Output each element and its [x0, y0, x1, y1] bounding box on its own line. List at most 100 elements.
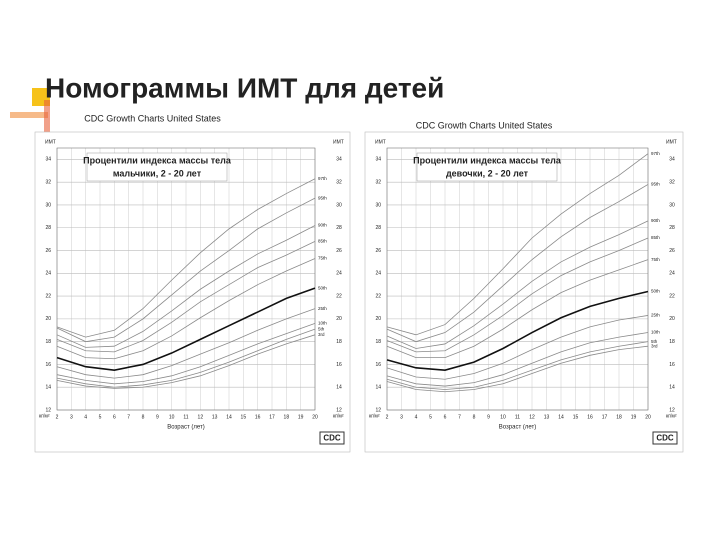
x-tick-label: 6 — [113, 414, 116, 420]
x-tick-label: 3 — [400, 414, 403, 420]
y-tick-label: 30 — [45, 202, 51, 208]
y-tick-label: 30 — [669, 202, 675, 208]
x-tick-label: 16 — [255, 414, 261, 420]
y-axis-unit: кг/м² — [666, 413, 677, 419]
y-tick-label: 18 — [336, 339, 342, 345]
x-tick-label: 5 — [99, 414, 102, 420]
y-axis-unit: кг/м² — [369, 413, 380, 419]
y-tick-label: 14 — [45, 385, 51, 391]
x-axis-label: Возраст (лет) — [499, 425, 537, 431]
logo: CDC — [323, 434, 341, 443]
chart-title: Процентили индекса массы тела — [413, 155, 562, 165]
x-tick-label: 8 — [473, 414, 476, 420]
percentile-line — [386, 259, 649, 358]
percentile-line — [386, 341, 649, 390]
deco-bar — [44, 100, 50, 138]
y-axis-label: ИМТ — [375, 139, 386, 145]
series-label: 90th — [651, 218, 660, 223]
logo: CDC — [656, 434, 674, 443]
series-label: 95th — [651, 182, 660, 187]
x-tick-label: 13 — [544, 414, 550, 420]
x-tick-label: 2 — [56, 414, 59, 420]
percentile-line — [56, 197, 316, 343]
y-tick-label: 24 — [375, 271, 381, 277]
y-tick-label: 34 — [375, 157, 381, 163]
series-label: 75th — [318, 256, 327, 261]
y-tick-label: 14 — [336, 385, 342, 391]
y-tick-label: 22 — [669, 293, 675, 299]
y-tick-label: 24 — [336, 271, 342, 277]
x-tick-label: 9 — [156, 414, 159, 420]
chart-frame — [34, 131, 351, 453]
y-tick-label: 32 — [45, 180, 51, 186]
x-tick-label: 3 — [70, 414, 73, 420]
series-label: 3rd — [318, 332, 325, 337]
x-tick-label: 14 — [226, 414, 232, 420]
deco-bar — [10, 112, 48, 118]
series-label: 3rd — [651, 343, 658, 348]
y-tick-label: 18 — [375, 339, 381, 345]
y-axis-label: ИМТ — [333, 139, 344, 145]
x-tick-label: 16 — [587, 414, 593, 420]
y-tick-label: 34 — [336, 157, 342, 163]
x-tick-label: 19 — [631, 414, 637, 420]
percentile-line — [386, 153, 649, 336]
x-tick-label: 10 — [169, 414, 175, 420]
percentile-line — [56, 308, 316, 379]
x-tick-label: 18 — [616, 414, 622, 420]
x-tick-label: 7 — [458, 414, 461, 420]
y-tick-label: 26 — [669, 248, 675, 254]
x-axis-label: Возраст (лет) — [167, 425, 205, 431]
x-tick-label: 2 — [386, 414, 389, 420]
x-tick-label: 13 — [212, 414, 218, 420]
x-tick-label: 11 — [183, 414, 188, 420]
y-tick-label: 32 — [375, 180, 381, 186]
series-label: 5th — [651, 339, 658, 344]
x-tick-label: 15 — [573, 414, 579, 420]
x-tick-label: 6 — [444, 414, 447, 420]
y-tick-label: 28 — [375, 225, 381, 231]
y-tick-label: 26 — [45, 248, 51, 254]
y-tick-label: 26 — [375, 248, 381, 254]
y-tick-label: 28 — [669, 225, 675, 231]
percentile-line — [56, 178, 316, 338]
y-tick-label: 20 — [375, 316, 381, 322]
chart-header: CDC Growth Charts United States — [84, 113, 221, 123]
percentile-line — [386, 237, 649, 353]
y-tick-label: 20 — [45, 316, 51, 322]
series-label: 85th — [651, 235, 660, 240]
series-label: 97th — [318, 176, 327, 181]
x-tick-label: 17 — [602, 414, 608, 420]
series-label: 90th — [318, 223, 327, 228]
y-tick-label: 18 — [669, 339, 675, 345]
percentile-line — [56, 287, 316, 371]
series-label: 50th — [318, 285, 327, 290]
x-tick-label: 8 — [142, 414, 145, 420]
y-tick-label: 26 — [336, 248, 342, 254]
x-tick-label: 4 — [415, 414, 418, 420]
series-label: 25th — [318, 306, 327, 311]
x-tick-label: 12 — [529, 414, 535, 420]
y-tick-label: 16 — [375, 362, 381, 368]
y-axis-unit: кг/м² — [333, 413, 344, 419]
percentile-line — [56, 323, 316, 385]
y-tick-label: 12 — [45, 407, 51, 413]
y-tick-label: 16 — [669, 362, 675, 368]
x-tick-label: 7 — [127, 414, 130, 420]
y-axis-label: ИМТ — [666, 139, 677, 145]
series-label: 10th — [651, 330, 660, 335]
x-tick-label: 20 — [645, 414, 651, 420]
chart-header: CDC Growth Charts United States — [416, 120, 553, 130]
y-tick-label: 28 — [45, 225, 51, 231]
percentile-line — [386, 290, 649, 371]
percentile-line — [386, 332, 649, 387]
x-tick-label: 11 — [515, 414, 520, 420]
series-label: 75th — [651, 257, 660, 262]
y-tick-label: 16 — [45, 362, 51, 368]
y-tick-label: 34 — [45, 157, 51, 163]
x-tick-label: 18 — [284, 414, 290, 420]
y-axis-label: ИМТ — [45, 139, 56, 145]
logo-box — [652, 431, 678, 445]
percentile-line — [56, 258, 316, 360]
